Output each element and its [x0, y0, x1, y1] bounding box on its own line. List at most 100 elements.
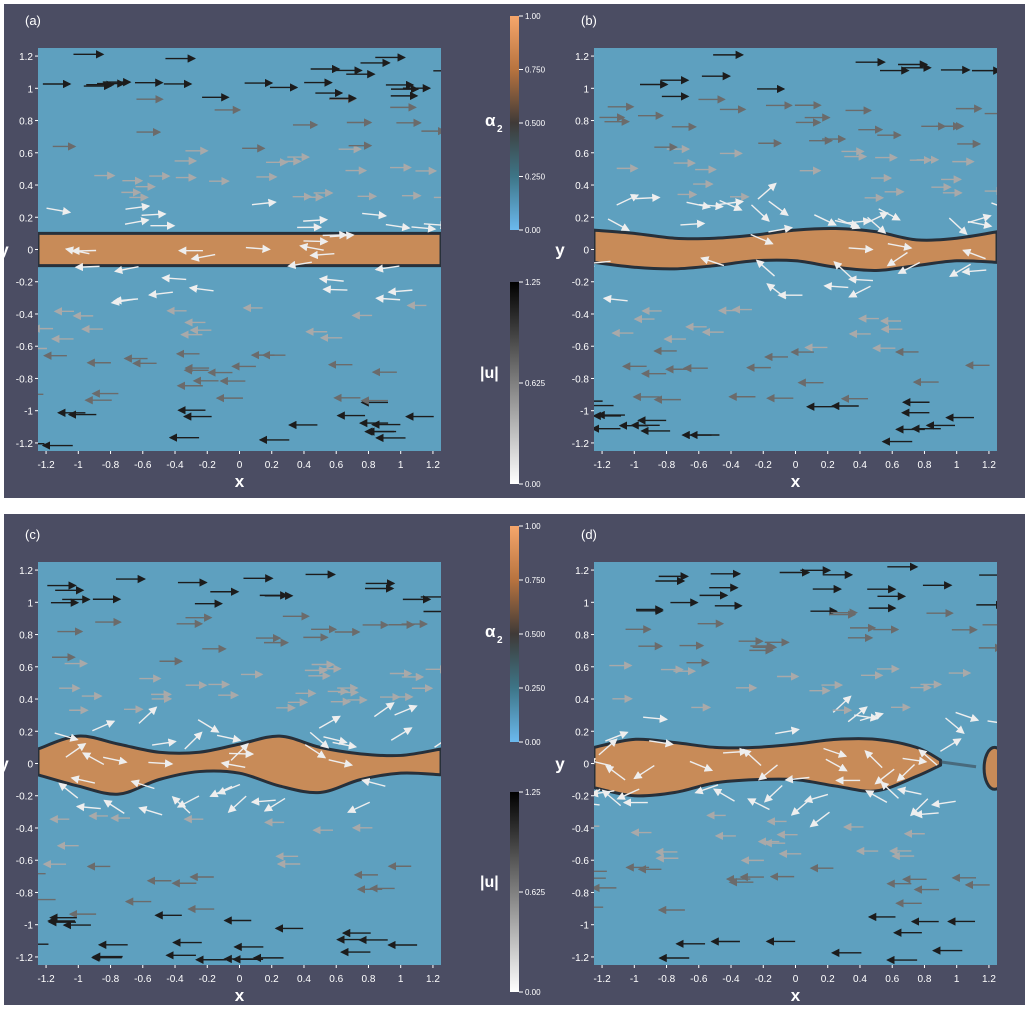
- x-tick-label: -0.6: [134, 974, 152, 985]
- velocity-arrow: [649, 739, 674, 748]
- colorbar-velocity-title: |u|: [480, 365, 499, 382]
- velocity-arrow: [323, 736, 348, 745]
- velocity-arrow: [594, 803, 600, 806]
- x-tick-label: 0: [237, 974, 243, 985]
- colorbar-alpha-tick: 0.00: [525, 226, 541, 235]
- velocity-arrow: [190, 253, 216, 262]
- velocity-arrow: [229, 749, 255, 759]
- x-tick-label: 0.2: [821, 460, 835, 471]
- x-tick-label: -1.2: [37, 460, 55, 471]
- y-tick-label: -0.2: [572, 792, 590, 803]
- y-axis-label: y: [0, 241, 9, 260]
- x-tick-label: 1: [954, 460, 960, 471]
- colorbar-velocity-title: |u|: [480, 874, 499, 891]
- y-tick-label: 0.8: [575, 631, 589, 642]
- velocity-arrow: [775, 726, 800, 735]
- x-tick-label: 1.2: [982, 974, 996, 985]
- panel-label: (d): [581, 527, 597, 542]
- colorbar-alpha-tick: 0.750: [525, 576, 546, 585]
- velocity-arrow: [961, 267, 987, 276]
- velocity-arrows: [594, 50, 997, 446]
- velocity-arrow: [385, 222, 411, 232]
- velocity-arrow: [847, 706, 868, 723]
- y-tick-label: 1.2: [19, 52, 33, 63]
- velocity-arrow: [594, 757, 612, 767]
- x-tick-label: 1: [398, 974, 404, 985]
- velocity-arrow: [110, 297, 136, 306]
- velocity-arrows: [38, 50, 441, 450]
- y-tick-label: 1.2: [575, 566, 589, 577]
- colorbar-alpha-tick: 0.250: [525, 173, 546, 182]
- velocity-arrow: [698, 201, 724, 211]
- velocity-arrow: [322, 285, 348, 294]
- y-tick-label: 0: [27, 246, 33, 257]
- velocity-arrow: [394, 704, 418, 716]
- velocity-arrow: [902, 756, 928, 765]
- velocity-arrow: [347, 801, 371, 814]
- colorbar-alpha-tick: 0.500: [525, 119, 546, 128]
- panel-b: (b) -1.2 -1 -0.8 -0.6 -0.4 -0.2 0 0.2 0.4 0.6 0.8 1 1…: [555, 13, 997, 491]
- velocity-arrow: [245, 244, 271, 253]
- velocity-arrow: [303, 237, 329, 246]
- colorbar-velocity-tick: 0.00: [525, 988, 541, 997]
- y-tick-label: -1: [24, 407, 33, 418]
- velocity-arrow: [814, 214, 837, 226]
- velocity-arrow: [886, 251, 908, 267]
- velocity-arrow: [138, 706, 158, 724]
- velocity-arrow: [318, 715, 341, 729]
- x-tick-label: -0.4: [166, 974, 184, 985]
- velocity-arrow: [967, 220, 993, 229]
- velocity-arrow: [220, 760, 246, 769]
- colorbar-velocity-bottom: 1.25 0.625 0.00 |u|: [480, 788, 546, 997]
- y-tick-label: -0.6: [16, 342, 34, 353]
- velocity-arrow: [878, 208, 901, 221]
- colorbar-alpha-tick: 0.00: [525, 738, 541, 747]
- panel-label: (b): [581, 13, 597, 28]
- x-tick-label: 0.8: [362, 460, 376, 471]
- velocity-arrow: [874, 768, 895, 785]
- y-tick-label: -0.6: [16, 856, 34, 867]
- y-tick-label: -0.4: [572, 310, 590, 321]
- velocity-arrow: [328, 759, 354, 768]
- x-tick-label: 0.4: [297, 974, 311, 985]
- x-tick-label: 0.2: [265, 460, 279, 471]
- velocity-arrow: [848, 244, 874, 254]
- y-tick-label: -0.6: [572, 856, 590, 867]
- velocity-arrow: [373, 702, 395, 718]
- colorbar-velocity-tick: 0.625: [525, 379, 546, 388]
- velocity-arrow: [390, 727, 413, 741]
- y-tick-label: -0.8: [572, 374, 590, 385]
- y-tick-label: 0.2: [575, 213, 589, 224]
- velocity-arrow: [949, 263, 971, 277]
- velocity-arrow: [184, 731, 203, 750]
- velocity-arrow: [616, 194, 640, 206]
- velocity-arrow: [633, 765, 655, 780]
- velocity-arrow: [322, 230, 348, 240]
- y-tick-label: -1: [580, 921, 589, 932]
- velocity-arrow: [833, 261, 853, 279]
- panel-label: (c): [25, 527, 40, 542]
- velocity-arrow: [823, 747, 848, 758]
- y-tick-label: 1: [27, 84, 33, 95]
- velocity-arrow: [865, 790, 888, 803]
- velocity-arrow: [332, 741, 358, 750]
- x-tick-label: 0.2: [821, 974, 835, 985]
- velocity-arrow: [103, 756, 128, 765]
- velocity-arrow: [598, 738, 618, 756]
- x-tick-label: 1: [398, 460, 404, 471]
- velocity-arrow: [303, 215, 329, 225]
- velocity-arrow: [680, 219, 706, 229]
- velocity-arrow: [309, 250, 335, 260]
- colorbar-alpha-tick: 1.00: [525, 522, 541, 531]
- velocity-arrow: [287, 260, 312, 270]
- y-tick-label: 0.6: [19, 149, 33, 160]
- velocity-arrow: [987, 720, 997, 724]
- velocity-arrow: [74, 262, 100, 272]
- y-tick-label: -1: [580, 407, 589, 418]
- velocity-arrow: [81, 752, 105, 766]
- x-tick-label: -1.2: [593, 974, 611, 985]
- x-tick-label: -0.2: [755, 460, 773, 471]
- y-tick-label: 0.2: [575, 727, 589, 738]
- velocity-arrow: [864, 750, 883, 769]
- velocity-arrow: [148, 759, 174, 768]
